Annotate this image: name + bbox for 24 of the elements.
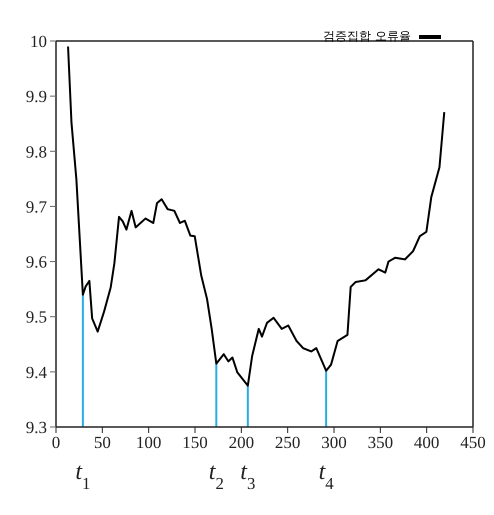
legend-label: 검증집합 오류율	[323, 28, 411, 45]
x-tick-label: 50	[94, 433, 111, 452]
x-tick-label: 300	[321, 433, 347, 452]
y-tick-label: 9.9	[26, 87, 47, 106]
ref-line-label: t$_{1}$	[75, 459, 90, 492]
x-tick-label: 200	[228, 433, 254, 452]
ref-line-label: t$_{4}$	[318, 459, 334, 492]
x-tick-label: 100	[136, 433, 162, 452]
y-tick-label: 9.3	[26, 418, 47, 438]
y-tick-label: 10	[30, 32, 47, 52]
ref-line-label: t$_{3}$	[240, 459, 256, 492]
y-tick-label: 9.6	[26, 252, 47, 272]
x-tick-label: 250	[274, 433, 300, 452]
y-tick-label: 9.5	[26, 308, 47, 327]
x-tick-label: 350	[368, 433, 394, 452]
x-tick-label: 150	[182, 433, 208, 452]
x-tick-label: 450	[460, 433, 486, 452]
y-tick-label: 9.4	[26, 362, 48, 382]
x-tick-label: 400	[414, 433, 440, 452]
y-tick-label: 9.8	[26, 142, 47, 162]
x-tick-label: 0	[52, 433, 60, 452]
y-tick-label: 9.7	[26, 197, 48, 216]
ref-line-label: t$_{2}$	[208, 459, 224, 492]
line-series	[67, 46, 446, 387]
